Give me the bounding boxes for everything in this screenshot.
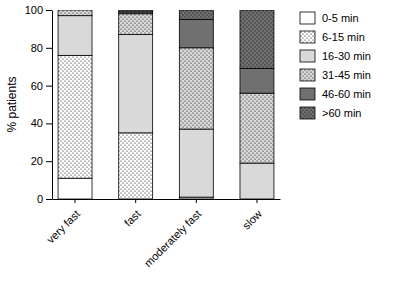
y-tick-label: 60 <box>31 80 43 92</box>
y-tick-label: 80 <box>31 42 43 54</box>
bar-segment <box>119 133 153 199</box>
y-tick-mark <box>46 123 52 124</box>
y-tick: 40 <box>31 117 52 129</box>
legend-label: 0-5 min <box>322 12 359 24</box>
y-tick: 80 <box>31 42 52 54</box>
x-tick: very fast <box>44 199 82 245</box>
y-tick-label: 100 <box>25 4 43 16</box>
chart: 0 20 40 60 80 100 very fast fastmoderately fast… <box>0 0 401 297</box>
y-tick: 100 <box>25 4 52 16</box>
y-tick: 0 <box>37 193 52 205</box>
x-tick: moderately fast <box>142 199 204 269</box>
bar-segment <box>240 163 274 199</box>
legend-label: 31-45 min <box>322 69 371 81</box>
y-tick-mark <box>46 48 52 49</box>
x-tick-label: very fast <box>44 208 82 246</box>
bars <box>58 10 274 199</box>
y-tick-mark <box>46 86 52 87</box>
legend-label: >60 min <box>322 107 361 119</box>
bar-segment <box>58 10 92 11</box>
bar-segment <box>179 10 213 19</box>
legend-item: 6-15 min <box>300 31 365 43</box>
y-tick-mark <box>46 161 52 162</box>
bar-segment <box>179 129 213 197</box>
x-axis: very fast fastmoderately fast slow <box>44 199 280 269</box>
bar-segment <box>240 69 274 94</box>
bar-segment <box>240 93 274 163</box>
bar-segment <box>58 10 92 11</box>
bar-segment <box>119 10 153 12</box>
legend-item: 0-5 min <box>300 12 359 24</box>
x-tick-mark <box>256 199 257 203</box>
x-tick: slow <box>240 199 264 232</box>
y-tick-mark <box>46 199 52 200</box>
x-tick-label: slow <box>240 208 264 232</box>
legend-swatch <box>300 12 315 24</box>
y-tick: 20 <box>31 155 52 167</box>
bar-segment <box>179 48 213 129</box>
x-tick-label: fast <box>122 208 143 229</box>
y-tick-mark <box>46 10 52 11</box>
y-axis-title: % patients <box>5 76 19 132</box>
bar-segment <box>58 10 92 16</box>
legend-item: 46-60 min <box>300 88 371 100</box>
x-tick-label: moderately fast <box>142 208 204 270</box>
y-axis: 0 20 40 60 80 100 <box>25 4 53 205</box>
x-axis-line <box>53 199 281 200</box>
bar-segment <box>58 16 92 56</box>
y-tick-label: 40 <box>31 117 43 129</box>
bar-segment <box>240 10 274 69</box>
legend-item: >60 min <box>300 107 361 119</box>
legend-item: 31-45 min <box>300 69 371 81</box>
y-tick: 60 <box>31 80 52 92</box>
legend-swatch <box>300 88 315 100</box>
x-tick-mark <box>196 199 197 203</box>
bar-segment <box>179 19 213 47</box>
x-tick-mark <box>135 199 136 203</box>
x-tick: fast <box>122 199 143 229</box>
y-tick-label: 20 <box>31 155 43 167</box>
x-tick-mark <box>75 199 76 203</box>
y-tick-label: 0 <box>37 193 43 205</box>
bar-segment <box>119 35 153 133</box>
legend-item: 16-30 min <box>300 50 371 62</box>
legend-swatch <box>300 107 315 119</box>
legend-swatch <box>300 69 315 81</box>
legend: 0-5 min 6-15 min 16-30 min 31-45 min 46-60 m… <box>300 12 371 119</box>
legend-label: 46-60 min <box>322 88 371 100</box>
bar-segment <box>119 14 153 35</box>
legend-swatch <box>300 31 315 43</box>
legend-label: 6-15 min <box>322 31 365 43</box>
bar-segment <box>58 55 92 178</box>
bar-segment <box>58 178 92 199</box>
legend-swatch <box>300 50 315 62</box>
legend-label: 16-30 min <box>322 50 371 62</box>
y-axis-line <box>52 11 53 200</box>
